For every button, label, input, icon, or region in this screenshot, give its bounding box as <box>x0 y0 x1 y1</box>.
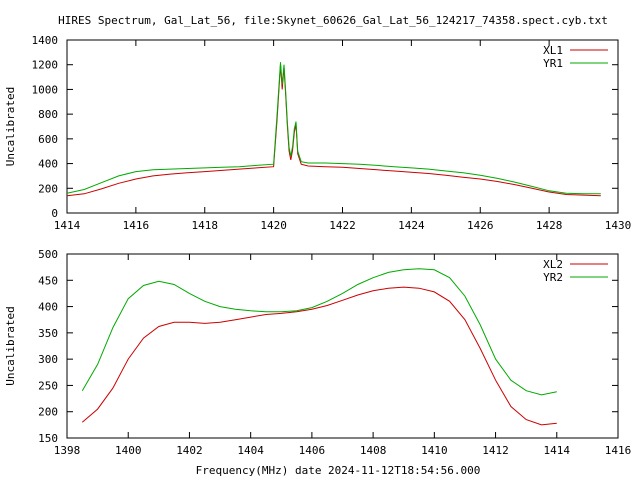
x-tick-label: 1418 <box>192 219 219 232</box>
legend-label-xl1: XL1 <box>543 44 563 57</box>
y-tick-label: 350 <box>38 327 58 340</box>
series-line-yr2 <box>81 268 557 396</box>
figure-title: HIRES Spectrum, Gal_Lat_56, file:Skynet_… <box>58 14 608 27</box>
y-tick-label: 400 <box>38 301 58 314</box>
x-tick-label: 1416 <box>123 219 150 232</box>
series-line-xl2 <box>81 286 557 426</box>
y-tick-label: 400 <box>38 158 58 171</box>
x-tick-label: 1416 <box>605 444 632 457</box>
y-axis-label: Uncalibrated <box>4 87 17 166</box>
x-tick-label: 1420 <box>260 219 287 232</box>
x-tick-label: 1412 <box>482 444 509 457</box>
y-tick-label: 1000 <box>32 83 59 96</box>
y-tick-label: 300 <box>38 353 58 366</box>
x-tick-label: 1398 <box>54 444 81 457</box>
y-tick-label: 250 <box>38 379 58 392</box>
x-tick-label: 1426 <box>467 219 494 232</box>
y-tick-label: 500 <box>38 248 58 261</box>
x-axis-label: Frequency(MHz) date 2024-11-12T18:54:56.… <box>196 464 481 477</box>
y-tick-label: 450 <box>38 274 58 287</box>
plot-frame <box>66 253 619 439</box>
x-tick-label: 1402 <box>176 444 203 457</box>
legend-label-xl2: XL2 <box>543 258 563 271</box>
x-tick-label: 1414 <box>544 444 571 457</box>
legend-label-yr1: YR1 <box>543 57 563 70</box>
x-tick-label: 1404 <box>237 444 264 457</box>
y-tick-label: 800 <box>38 108 58 121</box>
x-tick-label: 1408 <box>360 444 387 457</box>
x-tick-label: 1422 <box>329 219 356 232</box>
y-tick-label: 1400 <box>32 34 59 47</box>
y-tick-label: 0 <box>51 207 58 220</box>
y-tick-label: 150 <box>38 432 58 445</box>
x-tick-label: 1430 <box>605 219 632 232</box>
y-tick-label: 1200 <box>32 59 59 72</box>
plot-bottom: 1398 1400 1402 1404 1406 1408 1410 1412 1414 1416… <box>4 248 631 457</box>
y-axis-label: Uncalibrated <box>4 306 17 385</box>
x-tick-label: 1428 <box>536 219 563 232</box>
y-tick-label: 600 <box>38 133 58 146</box>
x-tick-label: 1424 <box>398 219 425 232</box>
plot-top: 1414 1416 1418 1420 1422 1424 1426 1428 1430 0 200… <box>4 34 631 232</box>
y-tick-label: 200 <box>38 406 58 419</box>
legend-label-yr2: YR2 <box>543 271 563 284</box>
x-tick-label: 1400 <box>115 444 142 457</box>
y-tick-label: 200 <box>38 182 58 195</box>
x-tick-label: 1410 <box>421 444 448 457</box>
series-line-xl1 <box>66 64 601 197</box>
x-tick-label: 1406 <box>299 444 326 457</box>
series-line-yr1 <box>66 62 601 195</box>
x-tick-label: 1414 <box>54 219 81 232</box>
